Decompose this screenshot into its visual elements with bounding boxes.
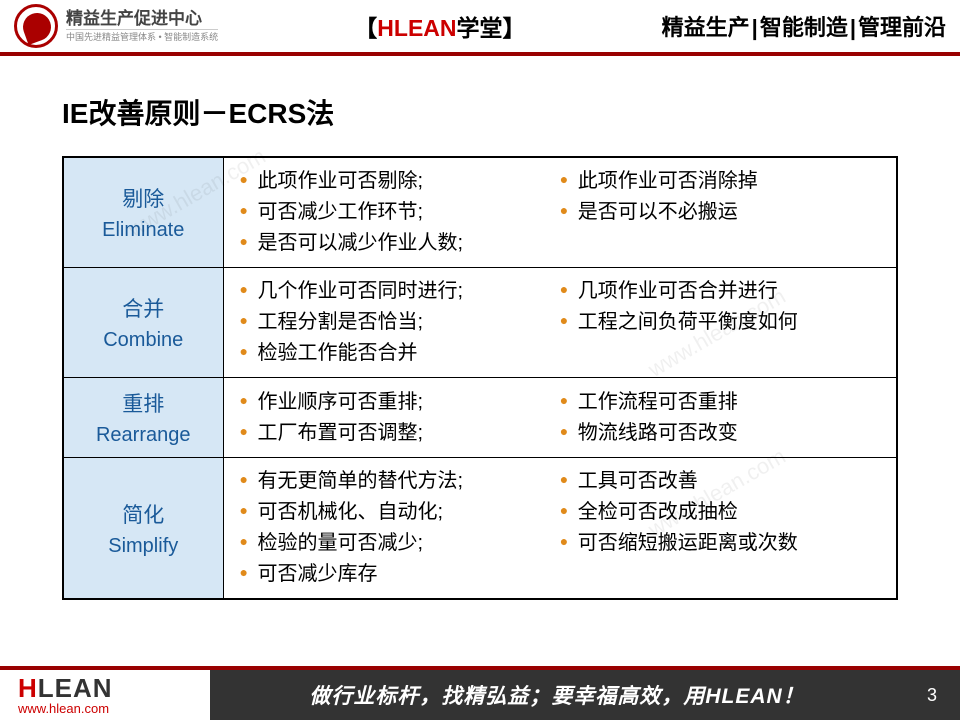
bullet-item: 可否减少库存 <box>240 559 560 590</box>
bullet-item: 作业顺序可否重排; <box>240 387 560 418</box>
page-number: 3 <box>904 670 960 720</box>
logo-text: 精益生产促进中心 中国先进精益管理体系 • 智能制造系统 <box>66 9 218 43</box>
bullet-item: 是否可以不必搬运 <box>560 197 880 228</box>
row-header: 重排 Rearrange <box>63 378 223 458</box>
footer: HLEAN www.hlean.com 做行业标杆，找精弘益；要幸福高效，用HL… <box>0 666 960 720</box>
bullet-item: 是否可以减少作业人数; <box>240 228 560 259</box>
row-header: 简化 Simplify <box>63 458 223 600</box>
bullet-item: 有无更简单的替代方法; <box>240 466 560 497</box>
bullet-item: 全检可否改成抽检 <box>560 497 880 528</box>
table-row: 剔除Eliminate此项作业可否剔除;可否减少工作环节;是否可以减少作业人数;… <box>63 157 897 268</box>
row-header-cn: 重排 <box>68 388 219 418</box>
bullet-item: 可否缩短搬运距离或次数 <box>560 528 880 559</box>
row-header-en: Rearrange <box>68 424 219 447</box>
row-body: 此项作业可否剔除;可否减少工作环节;是否可以减少作业人数;此项作业可否消除掉是否… <box>223 157 897 268</box>
bullet-item: 几项作业可否合并进行 <box>560 276 880 307</box>
logo-area: 精益生产促进中心 中国先进精益管理体系 • 智能制造系统 <box>14 4 218 48</box>
row-header-en: Combine <box>68 329 219 352</box>
row-header-en: Simplify <box>68 535 219 558</box>
footer-slogan: 做行业标杆，找精弘益；要幸福高效，用HLEAN！ <box>210 670 904 720</box>
header-center: 【HLEAN学堂】 <box>218 9 661 43</box>
footer-left: HLEAN www.hlean.com <box>0 675 210 716</box>
footer-url: www.hlean.com <box>18 702 210 716</box>
row-header: 合并 Combine <box>63 268 223 378</box>
table-row: 简化Simplify有无更简单的替代方法;可否机械化、自动化;检验的量可否减少;… <box>63 458 897 600</box>
row-header-cn: 合并 <box>68 293 219 323</box>
table-row: 重排Rearrange作业顺序可否重排;工厂布置可否调整;工作流程可否重排物流线… <box>63 378 897 458</box>
bullet-item: 工具可否改善 <box>560 466 880 497</box>
main-content: IE改善原则－ECRS法 剔除Eliminate此项作业可否剔除;可否减少工作环… <box>0 56 960 600</box>
row-header-cn: 剔除 <box>68 183 219 213</box>
row-header-cn: 简化 <box>68 499 219 529</box>
bullet-item: 可否机械化、自动化; <box>240 497 560 528</box>
bullet-item: 工程分割是否恰当; <box>240 307 560 338</box>
bullet-item: 可否减少工作环节; <box>240 197 560 228</box>
bullet-item: 物流线路可否改变 <box>560 418 880 449</box>
bullet-item: 检验的量可否减少; <box>240 528 560 559</box>
ecrs-table: 剔除Eliminate此项作业可否剔除;可否减少工作环节;是否可以减少作业人数;… <box>62 156 898 600</box>
bullet-item: 工程之间负荷平衡度如何 <box>560 307 880 338</box>
bullet-item: 此项作业可否消除掉 <box>560 166 880 197</box>
logo-subtitle: 中国先进精益管理体系 • 智能制造系统 <box>66 29 218 43</box>
header-right: 精益生产|智能制造|管理前沿 <box>662 10 946 42</box>
header: 精益生产促进中心 中国先进精益管理体系 • 智能制造系统 【HLEAN学堂】 精… <box>0 0 960 56</box>
bullet-item: 工厂布置可否调整; <box>240 418 560 449</box>
bullet-item: 检验工作能否合并 <box>240 338 560 369</box>
bullet-item: 工作流程可否重排 <box>560 387 880 418</box>
row-body: 作业顺序可否重排;工厂布置可否调整;工作流程可否重排物流线路可否改变 <box>223 378 897 458</box>
footer-brand: HLEAN <box>18 675 210 702</box>
logo-title: 精益生产促进中心 <box>66 9 218 29</box>
logo-icon <box>14 4 58 48</box>
row-header: 剔除 Eliminate <box>63 157 223 268</box>
row-body: 几个作业可否同时进行;工程分割是否恰当;检验工作能否合并几项作业可否合并进行工程… <box>223 268 897 378</box>
row-body: 有无更简单的替代方法;可否机械化、自动化;检验的量可否减少;可否减少库存 工具可否… <box>223 458 897 600</box>
bullet-item: 几个作业可否同时进行; <box>240 276 560 307</box>
bullet-item: 此项作业可否剔除; <box>240 166 560 197</box>
page-title: IE改善原则－ECRS法 <box>62 92 898 132</box>
row-header-en: Eliminate <box>68 219 219 242</box>
table-row: 合并Combine几个作业可否同时进行;工程分割是否恰当;检验工作能否合并几项作… <box>63 268 897 378</box>
